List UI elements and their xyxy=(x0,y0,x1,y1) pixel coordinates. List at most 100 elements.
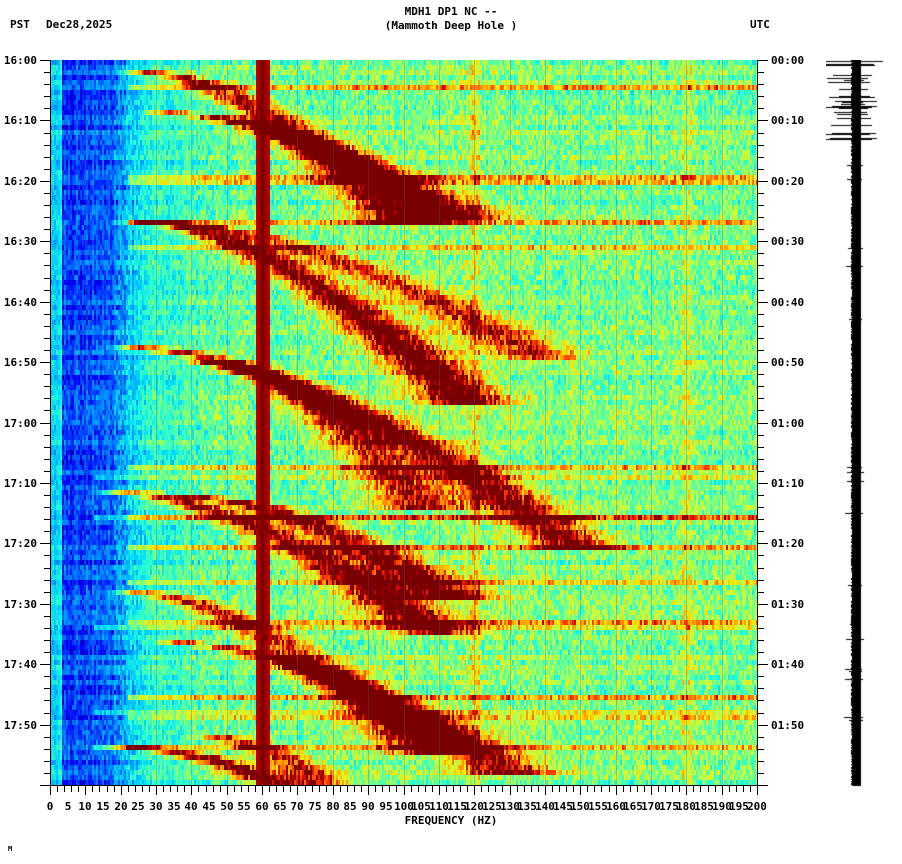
x-tick-major xyxy=(616,786,617,795)
y-tick-minor-right xyxy=(758,229,764,230)
y-tick-minor-left xyxy=(44,447,50,448)
y-label-utc-3: 00:30 xyxy=(771,235,805,248)
x-tick-minor xyxy=(453,786,454,792)
y-tick-major-left xyxy=(40,120,50,121)
y-tick-minor-left xyxy=(44,555,50,556)
y-tick-minor-left xyxy=(44,773,50,774)
x-tick-minor xyxy=(78,786,79,792)
frequency-axis-title: FREQUENCY (HZ) xyxy=(404,814,498,827)
x-tick-minor xyxy=(495,786,496,792)
y-tick-minor-left xyxy=(44,84,50,85)
y-tick-major-left xyxy=(40,543,50,544)
x-label-freq-35: 35 xyxy=(167,800,181,813)
corner-artifact: M xyxy=(8,845,13,853)
x-tick-minor xyxy=(276,786,277,792)
x-label-freq-145: 145 xyxy=(553,800,573,813)
y-tick-minor-right xyxy=(758,471,764,472)
spectrogram-plot xyxy=(50,60,757,785)
x-tick-major xyxy=(545,786,546,795)
y-tick-minor-right xyxy=(758,531,764,532)
x-tick-minor xyxy=(71,786,72,792)
x-tick-minor xyxy=(99,786,100,792)
y-tick-minor-right xyxy=(758,278,764,279)
y-tick-minor-left xyxy=(44,253,50,254)
y-tick-minor-left xyxy=(44,616,50,617)
y-tick-major-right xyxy=(758,785,768,786)
x-tick-major xyxy=(722,786,723,795)
y-tick-minor-left xyxy=(44,652,50,653)
x-tick-minor xyxy=(432,786,433,792)
y-tick-minor-left xyxy=(44,628,50,629)
x-label-freq-0: 0 xyxy=(46,800,54,813)
y-label-utc-6: 01:00 xyxy=(771,417,805,430)
helicorder-trace-canvas xyxy=(826,60,890,790)
x-tick-minor xyxy=(149,786,150,792)
y-tick-major-right xyxy=(758,120,768,121)
x-tick-minor xyxy=(700,786,701,792)
y-tick-minor-right xyxy=(758,193,764,194)
x-tick-major xyxy=(651,786,652,795)
y-tick-minor-right xyxy=(758,676,764,677)
x-tick-minor xyxy=(559,786,560,792)
x-tick-major xyxy=(191,786,192,795)
y-tick-minor-right xyxy=(758,253,764,254)
y-tick-minor-left xyxy=(44,72,50,73)
x-tick-minor xyxy=(637,786,638,792)
x-tick-minor xyxy=(290,786,291,792)
y-label-pst-5: 16:50 xyxy=(3,356,37,369)
x-tick-minor xyxy=(340,786,341,792)
y-tick-major-left xyxy=(40,664,50,665)
x-label-freq-80: 80 xyxy=(326,800,340,813)
x-tick-minor xyxy=(693,786,694,792)
x-tick-minor xyxy=(524,786,525,792)
x-tick-minor xyxy=(375,786,376,792)
y-tick-minor-left xyxy=(44,398,50,399)
y-tick-minor-left xyxy=(44,580,50,581)
x-tick-minor xyxy=(92,786,93,792)
y-tick-minor-left xyxy=(44,290,50,291)
y-tick-minor-right xyxy=(758,350,764,351)
x-tick-minor xyxy=(114,786,115,792)
x-tick-major xyxy=(439,786,440,795)
x-tick-minor xyxy=(425,786,426,792)
x-label-freq-55: 55 xyxy=(237,800,251,813)
x-tick-minor xyxy=(255,786,256,792)
x-tick-minor xyxy=(609,786,610,792)
y-tick-minor-right xyxy=(758,435,764,436)
y-tick-minor-right xyxy=(758,217,764,218)
x-tick-major xyxy=(580,786,581,795)
y-tick-minor-right xyxy=(758,447,764,448)
x-tick-minor xyxy=(488,786,489,792)
x-tick-minor xyxy=(57,786,58,792)
y-tick-minor-left xyxy=(44,229,50,230)
x-tick-major xyxy=(368,786,369,795)
y-tick-minor-left xyxy=(44,265,50,266)
x-label-freq-40: 40 xyxy=(184,800,198,813)
y-tick-minor-left xyxy=(44,374,50,375)
y-tick-minor-left xyxy=(44,761,50,762)
x-tick-minor xyxy=(566,786,567,792)
y-label-utc-9: 01:30 xyxy=(771,598,805,611)
y-tick-minor-right xyxy=(758,157,764,158)
helicorder-trace xyxy=(826,60,890,790)
x-label-freq-150: 150 xyxy=(570,800,590,813)
y-tick-major-left xyxy=(40,181,50,182)
x-label-freq-100: 100 xyxy=(394,800,414,813)
y-tick-major-left xyxy=(40,423,50,424)
x-tick-minor xyxy=(107,786,108,792)
x-label-freq-90: 90 xyxy=(361,800,375,813)
station-title: MDH1 DP1 NC -- xyxy=(404,5,498,18)
y-label-utc-0: 00:00 xyxy=(771,54,805,67)
y-axis-right-line xyxy=(757,60,758,785)
x-tick-major xyxy=(156,786,157,795)
y-tick-major-right xyxy=(758,604,768,605)
y-tick-minor-right xyxy=(758,640,764,641)
x-label-freq-50: 50 xyxy=(220,800,234,813)
y-tick-minor-right xyxy=(758,410,764,411)
y-tick-minor-right xyxy=(758,205,764,206)
x-label-freq-65: 65 xyxy=(273,800,287,813)
y-label-utc-8: 01:20 xyxy=(771,537,805,550)
x-tick-minor xyxy=(658,786,659,792)
x-tick-minor xyxy=(587,786,588,792)
x-tick-minor xyxy=(64,786,65,792)
